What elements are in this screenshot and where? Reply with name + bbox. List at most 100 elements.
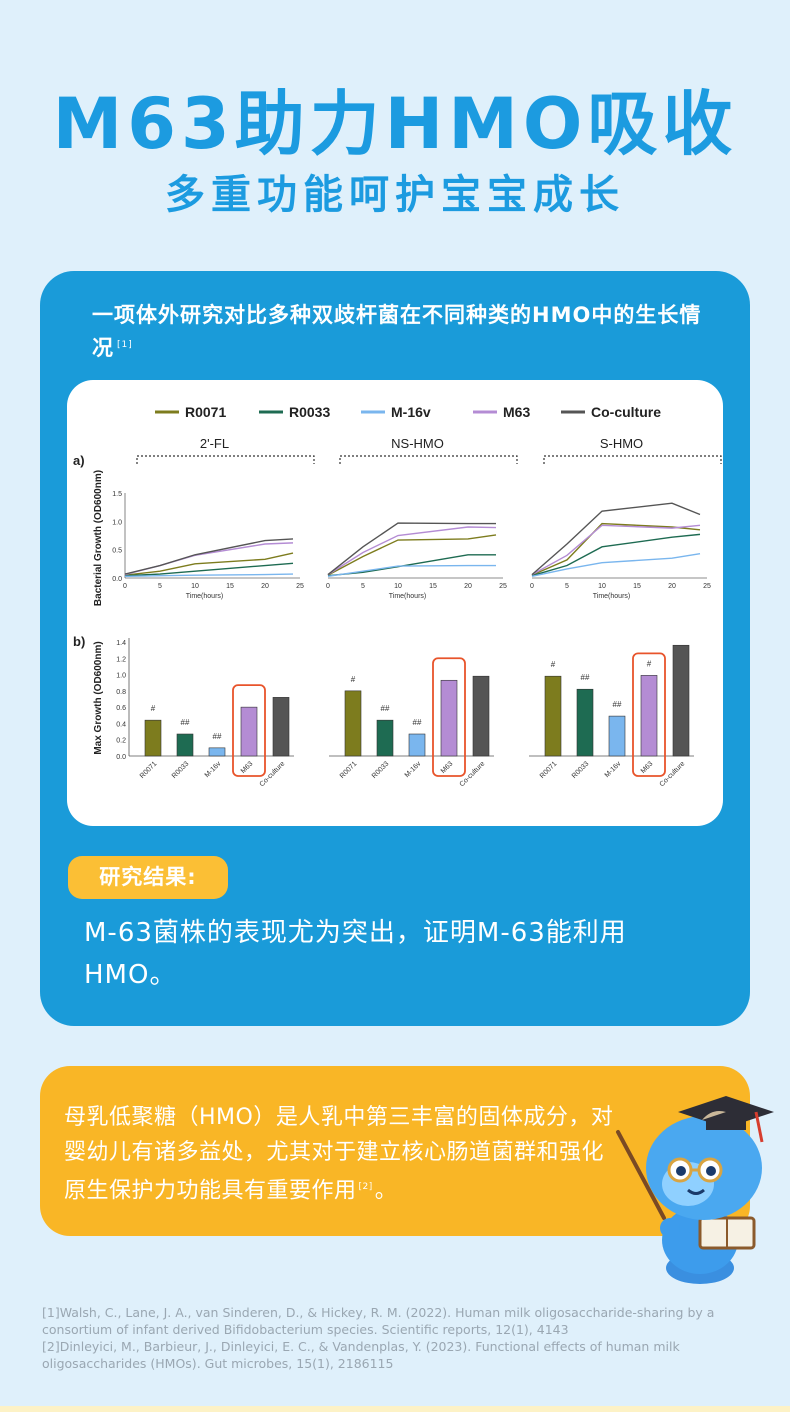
study-intro-ref: [1] [117,340,133,350]
line-x-tick-label: 25 [296,583,304,590]
hmo-note-card [40,1066,750,1236]
study-intro-text: 一项体外研究对比多种双歧杆菌在不同种类的HMO中的生长情况 [92,303,702,360]
result-text: M-63菌株的表现尤为突出，证明M-63能利用HMO。 [84,918,627,990]
page-title: M63助力HMO吸收 [52,83,738,165]
line-y-tick-label: 1.5 [112,491,122,498]
line-x-axis-label: Time(hours) [186,593,223,600]
bar-y-tick-label: 1.4 [116,640,126,647]
significance-mark: ## [181,718,190,727]
significance-mark: # [351,675,356,684]
growth-bar [272,697,290,757]
bar-category-label: M63 [440,760,455,775]
references: [1]Walsh, C., Lane, J. A., van Sinderen,… [42,1304,752,1372]
bar-category-label: M-16v [204,760,223,779]
bar-y-tick-label: 1.0 [116,673,126,680]
legend-label: M-16v [391,404,431,420]
bar-y-axis-label: Max Growth (OD600nm) [93,641,104,754]
bar-category-label: R0071 [339,760,359,780]
line-y-tick-label: 0.0 [112,576,122,583]
bottom-strip [0,1406,790,1412]
growth-bar [608,715,626,757]
line-x-tick-label: 10 [191,583,199,590]
bar-category-label: R0071 [539,760,559,780]
panel-label-b: b) [73,634,85,649]
bar-category-label: R0033 [371,760,391,780]
growth-curve [531,524,701,576]
significance-mark: ## [613,700,622,709]
mascot-graduate-icon [616,1096,774,1284]
growth-curve [531,533,701,577]
growth-bar [408,733,426,757]
growth-curve [327,534,497,576]
growth-bar [544,675,562,757]
bar-y-tick-label: 1.2 [116,656,126,663]
growth-bar [344,690,362,757]
growth-curve [531,552,701,577]
line-x-tick-label: 10 [394,583,402,590]
growth-curve [124,562,294,577]
significance-mark: ## [381,704,390,713]
growth-curve [327,526,497,576]
growth-bar [576,688,594,757]
hmo-note-ref: [2] [358,1182,373,1192]
growth-bar [472,675,490,757]
bar-category-label: M-16v [404,760,423,779]
legend-label: R0071 [185,404,226,420]
growth-bar [240,706,258,757]
bar-category-label: M63 [240,760,255,775]
line-x-tick-label: 5 [565,583,569,590]
bar-category-label: R0033 [571,760,591,780]
bar-category-label: R0071 [139,760,159,780]
growth-bar [176,733,194,757]
bar-y-tick-label: 0.2 [116,738,126,745]
reference-2: [2]Dinleyici, M., Barbieur, J., Dinleyic… [42,1339,680,1371]
growth-bar [672,644,690,757]
growth-bar [144,719,162,757]
panel-label-a: a) [73,453,85,468]
bar-category-label: M63 [640,760,655,775]
line-x-tick-label: 15 [429,583,437,590]
line-x-axis-label: Time(hours) [389,593,426,600]
growth-bar [208,747,226,757]
line-x-tick-label: 20 [261,583,269,590]
bar-y-tick-label: 0.4 [116,721,126,728]
line-x-axis-label: Time(hours) [593,593,630,600]
line-x-tick-label: 10 [598,583,606,590]
line-x-tick-label: 25 [703,583,711,590]
bar-y-tick-label: 0.0 [116,754,126,761]
significance-mark: # [151,704,156,713]
hmo-note-text: 母乳低聚糖（HMO）是人乳中第三丰富的固体成分，对婴幼儿有诸多益处，尤其对于建立… [64,1105,614,1204]
growth-curve [531,502,701,576]
reference-1: [1]Walsh, C., Lane, J. A., van Sinderen,… [42,1305,715,1337]
hmo-note-end: 。 [374,1178,398,1204]
result-badge: 研究结果: [68,856,228,899]
line-x-tick-label: 15 [633,583,641,590]
study-intro: 一项体外研究对比多种双歧杆菌在不同种类的HMO中的生长情况 [1] [92,300,722,363]
group-heading: S-HMO [600,436,643,451]
growth-curve [327,522,496,576]
line-x-tick-label: 0 [326,583,330,590]
m63-highlight-box [432,657,466,777]
growth-bar [376,719,394,757]
line-x-tick-label: 5 [158,583,162,590]
legend-label: Co-culture [591,404,661,420]
significance-mark: ## [213,732,222,741]
group-heading: NS-HMO [391,436,444,451]
bar-y-tick-label: 0.8 [116,689,126,696]
line-x-tick-label: 5 [361,583,365,590]
hmo-note: 母乳低聚糖（HMO）是人乳中第三丰富的固体成分，对婴幼儿有诸多益处，尤其对于建立… [64,1100,624,1208]
line-x-tick-label: 0 [530,583,534,590]
group-bracket [339,455,518,464]
growth-curve [124,538,294,575]
chart-panel: R0071 R0033 M-16v M63 Co-culture a) Bacterial … [67,380,723,826]
group-bracket [543,455,722,464]
m63-highlight-box [632,652,666,777]
line-y-axis-label: Bacterial Growth (OD600nm) [93,470,104,606]
growth-curve [124,573,294,577]
bar-category-label: M-16v [604,760,623,779]
line-x-tick-label: 20 [464,583,472,590]
growth-bar [440,679,458,757]
m63-highlight-box [232,684,266,777]
bar-category-label: R0033 [171,760,191,780]
legend-label: R0033 [289,404,330,420]
